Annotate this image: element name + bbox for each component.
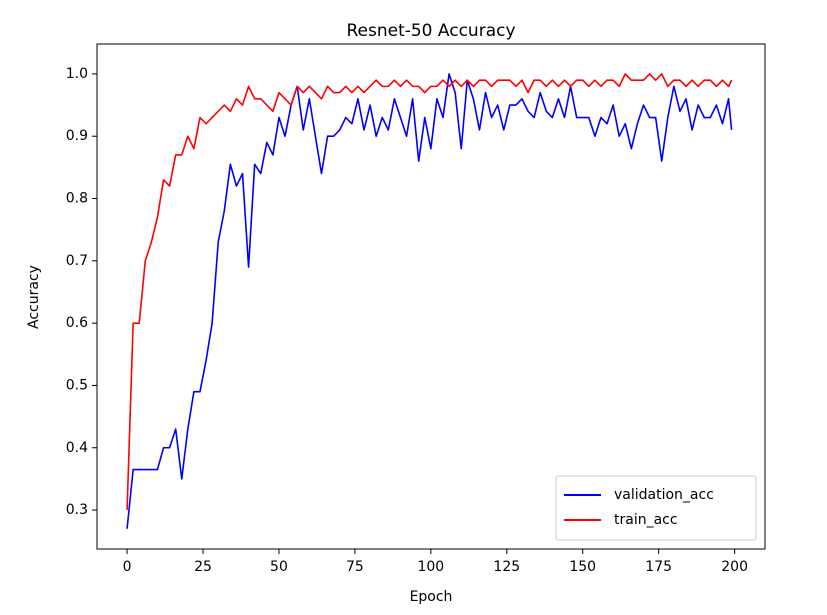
x-tick-label: 175 (645, 559, 672, 575)
y-tick-label: 0.5 (66, 377, 88, 393)
y-tick-label: 0.6 (66, 315, 88, 331)
x-tick-label: 125 (493, 559, 520, 575)
legend-label: train_acc (614, 512, 678, 528)
y-tick-label: 0.4 (66, 440, 88, 456)
y-tick-label: 0.8 (66, 191, 88, 207)
data-line (126, 73, 733, 511)
plot-frame (96, 43, 766, 550)
x-tick-label: 100 (417, 559, 444, 575)
y-tick-label: 1.0 (66, 66, 88, 82)
x-axis-label: Epoch (410, 589, 453, 605)
y-axis-label: Accuracy (26, 265, 42, 329)
data-line (126, 73, 733, 529)
x-tick-label: 75 (346, 559, 364, 575)
y-tick-label: 0.9 (66, 128, 88, 144)
chart-title: Resnet-50 Accuracy (346, 21, 515, 41)
y-tick-label: 0.7 (66, 253, 88, 269)
x-tick-label: 50 (270, 559, 288, 575)
x-tick-label: 200 (721, 559, 748, 575)
legend-box (555, 475, 757, 541)
y-tick-label: 0.3 (66, 502, 88, 518)
x-tick-label: 25 (194, 559, 212, 575)
x-tick-label: 150 (569, 559, 596, 575)
x-tick-label: 0 (123, 559, 132, 575)
legend-label: validation_acc (614, 487, 714, 503)
